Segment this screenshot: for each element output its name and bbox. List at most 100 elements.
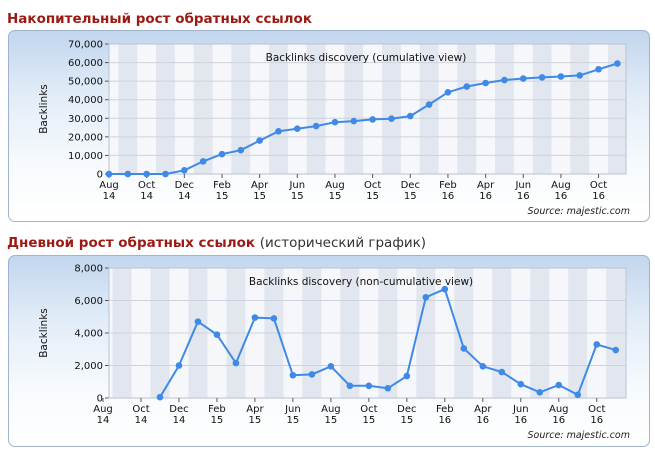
data-point — [162, 170, 169, 178]
x-tick-month: Apr — [251, 180, 269, 191]
data-point — [519, 75, 527, 82]
x-tick-month: Jun — [284, 404, 301, 415]
x-tick-month: Oct — [590, 180, 607, 191]
data-point — [194, 318, 202, 325]
y-tick-label: 30,000 — [68, 114, 103, 125]
y-tick-label: 0 — [97, 394, 103, 405]
data-point — [406, 112, 414, 120]
daily-section-title: Дневной рост обратных ссылок (историческ… — [7, 235, 426, 251]
x-tick-year: 16 — [514, 415, 527, 426]
x-tick-month: Oct — [364, 180, 381, 191]
x-tick-year: 16 — [476, 415, 489, 426]
data-point — [460, 345, 468, 352]
chart-title: Backlinks discovery (cumulative view) — [266, 52, 467, 64]
data-point — [555, 381, 563, 389]
x-tick-year: 16 — [590, 415, 603, 426]
data-point — [388, 115, 395, 122]
y-tick-label: 0 — [97, 170, 103, 181]
chart-title: Backlinks discovery (non-cumulative view… — [249, 276, 473, 288]
x-tick-year: 16 — [442, 191, 455, 202]
data-point — [270, 315, 278, 322]
x-tick-year: 14 — [135, 415, 148, 426]
x-tick-month: Jun — [288, 180, 305, 191]
data-point — [444, 88, 452, 96]
x-tick-month: Aug — [325, 180, 345, 191]
y-tick-label: 40,000 — [68, 95, 103, 106]
y-tick-label: 20,000 — [68, 132, 103, 143]
x-tick-year: 14 — [140, 191, 153, 202]
daily-chart-panel: 0 2,000 4,000 6,000 8,000 Aug 14 Oct 14 Dec 14 Feb 1… — [8, 255, 650, 447]
x-tick-month: Dec — [175, 180, 194, 191]
data-point — [312, 122, 320, 130]
data-point — [369, 116, 376, 123]
y-axis-label: Backlinks — [38, 84, 50, 134]
data-point — [251, 314, 259, 321]
x-tick-year: 15 — [362, 415, 375, 426]
data-point — [232, 359, 240, 367]
data-point — [441, 285, 449, 293]
x-tick-month: Oct — [132, 404, 149, 415]
month-band — [607, 44, 626, 174]
x-tick-month: Apr — [474, 404, 492, 415]
month-band — [382, 44, 401, 174]
x-tick-year: 16 — [552, 415, 565, 426]
x-tick-year: 16 — [479, 191, 492, 202]
x-tick-year: 16 — [592, 191, 605, 202]
data-point — [612, 346, 620, 354]
x-tick-month: Aug — [321, 404, 341, 415]
daily-title-subtitle: (исторический график) — [259, 235, 427, 251]
x-tick-month: Oct — [588, 404, 605, 415]
data-point — [289, 371, 297, 379]
data-point — [199, 158, 207, 165]
y-tick-label: 70,000 — [68, 40, 103, 51]
data-point — [422, 293, 430, 301]
data-point — [181, 166, 188, 174]
y-tick-label: 50,000 — [68, 77, 103, 88]
x-tick-year: 16 — [517, 191, 530, 202]
data-point — [574, 391, 582, 399]
month-band — [570, 44, 590, 174]
data-point — [463, 83, 471, 90]
data-point — [501, 76, 508, 84]
data-point — [327, 363, 335, 370]
month-band — [457, 44, 477, 174]
y-tick-label: 4,000 — [74, 329, 103, 340]
data-point — [517, 380, 525, 388]
cumulative-chart: 0 10,000 20,000 30,000 40,000 50,000 60,000 70,… — [38, 40, 627, 202]
data-point — [294, 125, 301, 132]
y-tick-label: 8,000 — [74, 264, 103, 275]
x-tick-year: 15 — [253, 191, 266, 202]
x-tick-year: 16 — [438, 415, 451, 426]
y-tick-label: 2,000 — [74, 361, 103, 372]
data-point — [105, 170, 113, 178]
y-axis-label: Backlinks — [38, 308, 50, 358]
x-tick-year: 15 — [211, 415, 224, 426]
x-tick-year: 15 — [329, 191, 342, 202]
data-point — [124, 170, 132, 178]
month-band — [156, 44, 175, 174]
x-tick-month: Dec — [401, 180, 420, 191]
data-point — [156, 393, 164, 401]
x-tick-month: Dec — [397, 404, 416, 415]
x-tick-month: Aug — [551, 180, 571, 191]
y-tick-label: 6,000 — [74, 296, 103, 307]
x-tick-year: 14 — [103, 191, 116, 202]
data-point — [308, 371, 316, 378]
x-tick-month: Aug — [549, 404, 569, 415]
cumulative-title-text: Накопительный рост обратных ссылок — [7, 11, 312, 27]
x-tick-year: 16 — [555, 191, 568, 202]
x-tick-month: Feb — [436, 404, 454, 415]
x-tick-year: 15 — [216, 191, 229, 202]
x-tick-month: Dec — [169, 404, 188, 415]
data-point — [256, 137, 263, 144]
data-point — [479, 363, 487, 370]
x-tick-year: 15 — [287, 415, 300, 426]
data-point — [593, 341, 601, 348]
x-tick-month: Feb — [439, 180, 457, 191]
data-point — [576, 72, 584, 79]
cumulative-section-title: Накопительный рост обратных ссылок — [7, 11, 312, 27]
month-band — [306, 44, 326, 174]
y-tick-label: 60,000 — [68, 58, 103, 69]
data-point — [365, 382, 373, 390]
x-tick-year: 14 — [173, 415, 186, 426]
